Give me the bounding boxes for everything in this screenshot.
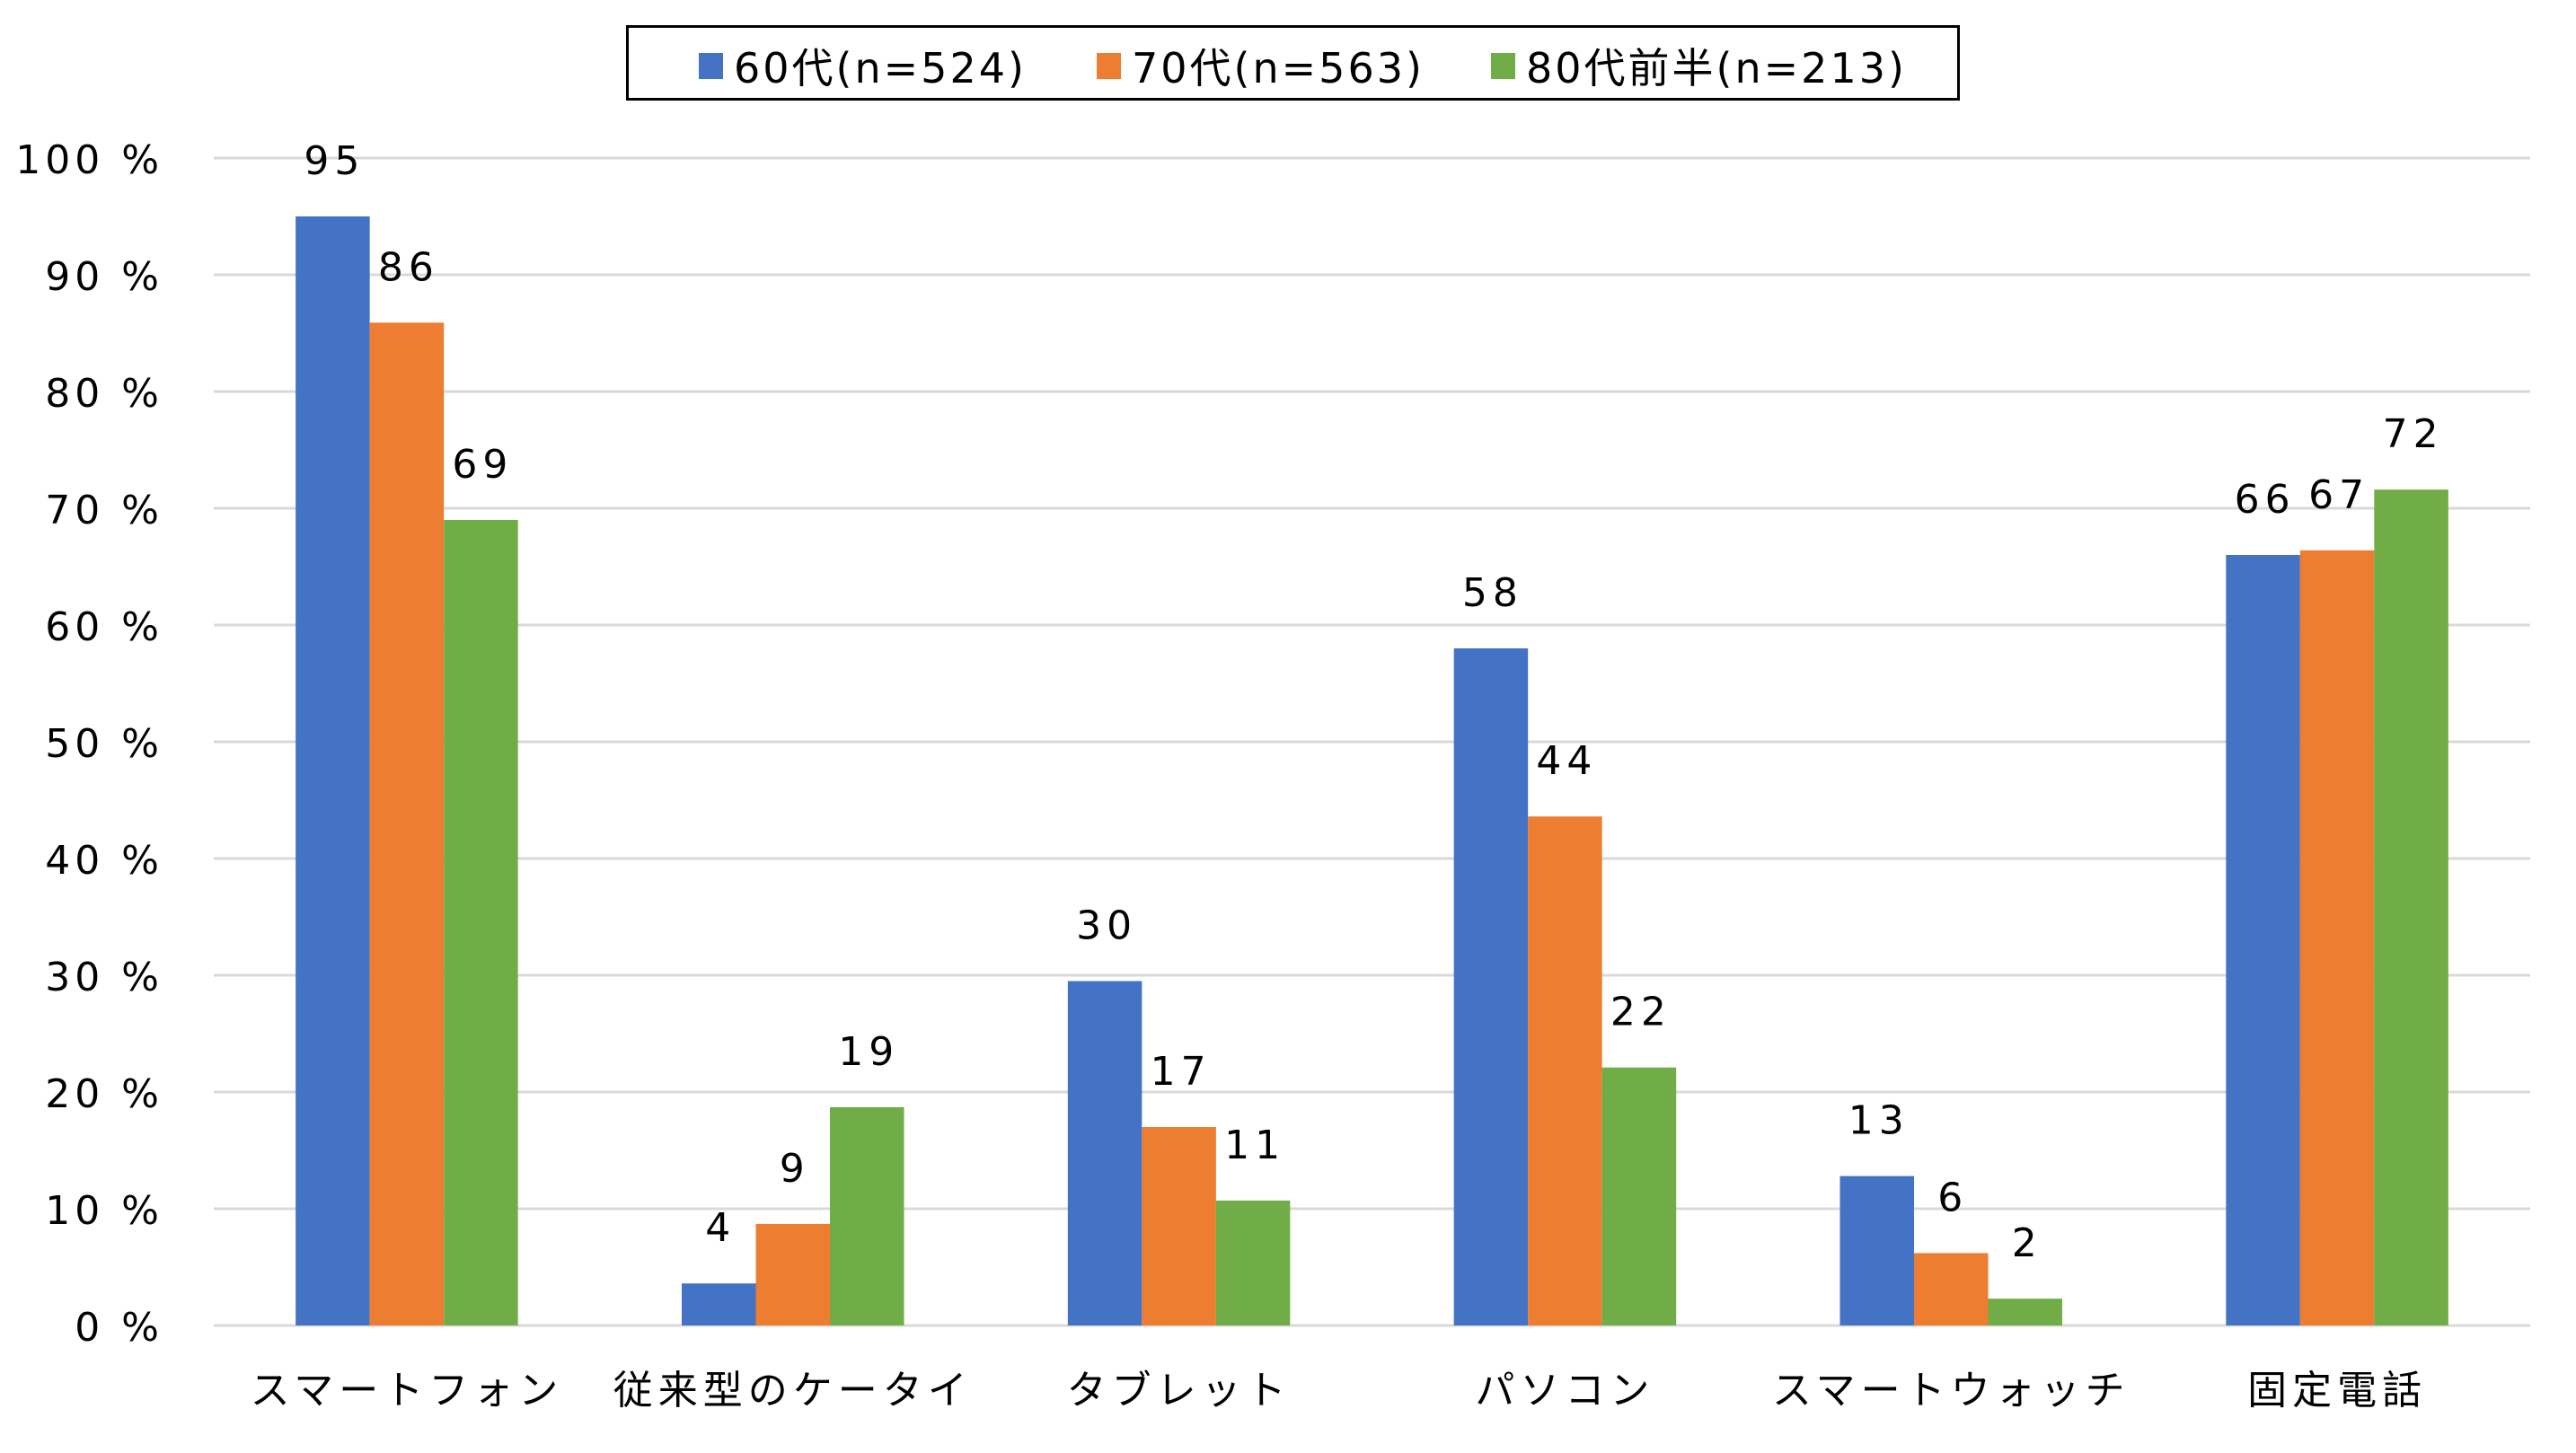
bar <box>1215 1200 1291 1325</box>
data-label: 11 <box>1224 1123 1285 1168</box>
y-tick-label: 100 % <box>15 137 163 183</box>
bar <box>2374 489 2448 1325</box>
bars <box>296 216 2448 1325</box>
y-tick-label: 40 % <box>45 838 163 884</box>
legend-swatch-60s <box>699 52 723 79</box>
data-label: 22 <box>1610 990 1672 1035</box>
y-tick-label: 80 % <box>45 371 163 417</box>
category-label: 固定電話 <box>2247 1368 2427 1413</box>
legend-label-70s: 70代(n=563) <box>1132 44 1425 92</box>
bar <box>1453 648 1529 1325</box>
y-tick-label: 60 % <box>45 604 163 650</box>
data-label: 30 <box>1076 903 1137 949</box>
bar <box>369 322 445 1325</box>
data-label: 67 <box>2308 472 2369 518</box>
bar <box>1839 1176 1914 1325</box>
data-label: 6 <box>1937 1175 1968 1220</box>
legend-item-60s: 60代(n=524) <box>699 28 1027 103</box>
data-labels: 95 86 69 49 19 30 17 11 58 44 22 13 62 66 67 72 <box>304 138 2444 1266</box>
data-label: 69 <box>452 442 513 488</box>
data-label: 44 <box>1536 738 1597 784</box>
data-label: 58 <box>1462 570 1523 616</box>
data-label: 66 <box>2235 477 2296 523</box>
data-label: 86 <box>378 244 439 290</box>
legend-label-60s: 60代(n=524) <box>734 44 1027 92</box>
data-label: 72 <box>2383 411 2444 457</box>
y-axis-tick-labels: 0 % 10 % 20 % 30 % 40 % 50 % 60 % 70 % 80 % 90 % 1… <box>15 137 163 1351</box>
bar <box>1601 1067 1677 1325</box>
data-label: 2 <box>2012 1220 2042 1266</box>
bar <box>1988 1299 2062 1325</box>
legend-item-70s: 70代(n=563) <box>1097 28 1425 103</box>
y-tick-label: 70 % <box>45 488 163 533</box>
category-label: スマートフォン <box>251 1368 564 1413</box>
category-label: パソコン <box>1475 1368 1654 1413</box>
data-label: 95 <box>304 138 365 184</box>
category-label: 従来型のケータイ <box>613 1368 973 1413</box>
bar <box>444 520 518 1325</box>
bar <box>1914 1253 1989 1325</box>
category-label: スマートウォッチ <box>1772 1368 2130 1413</box>
bar <box>755 1223 830 1325</box>
y-tick-label: 0 % <box>75 1305 163 1351</box>
bar <box>830 1106 904 1325</box>
y-tick-label: 50 % <box>45 721 163 767</box>
y-tick-label: 10 % <box>45 1188 163 1234</box>
data-label: 9 <box>780 1146 810 1192</box>
bar <box>1142 1127 1216 1325</box>
legend-swatch-70s <box>1097 52 1121 79</box>
bar <box>1067 981 1142 1325</box>
y-tick-label: 20 % <box>45 1071 163 1117</box>
data-label: 19 <box>838 1029 899 1075</box>
y-tick-label: 30 % <box>45 955 163 1000</box>
legend: 60代(n=524) 70代(n=563) 80代前半(n=213) <box>626 25 1960 101</box>
y-tick-label: 90 % <box>45 254 163 300</box>
bar <box>682 1283 756 1325</box>
data-label: 4 <box>705 1205 736 1251</box>
legend-item-80s-early: 80代前半(n=213) <box>1491 28 1907 103</box>
bar <box>296 216 370 1325</box>
bar <box>2226 555 2300 1325</box>
legend-swatch-80s-early <box>1491 52 1515 79</box>
data-label: 17 <box>1151 1049 1212 1095</box>
legend-label-80s-early: 80代前半(n=213) <box>1526 44 1907 92</box>
category-label: タブレット <box>1067 1368 1292 1413</box>
bar <box>2299 550 2375 1325</box>
gridlines <box>214 156 2530 1327</box>
data-label: 13 <box>1848 1098 1910 1144</box>
bar <box>1528 816 1602 1325</box>
x-axis-category-labels: スマートフォン 従来型のケータイ タブレット パソコン スマートウォッチ 固定電話 <box>251 1368 2427 1413</box>
